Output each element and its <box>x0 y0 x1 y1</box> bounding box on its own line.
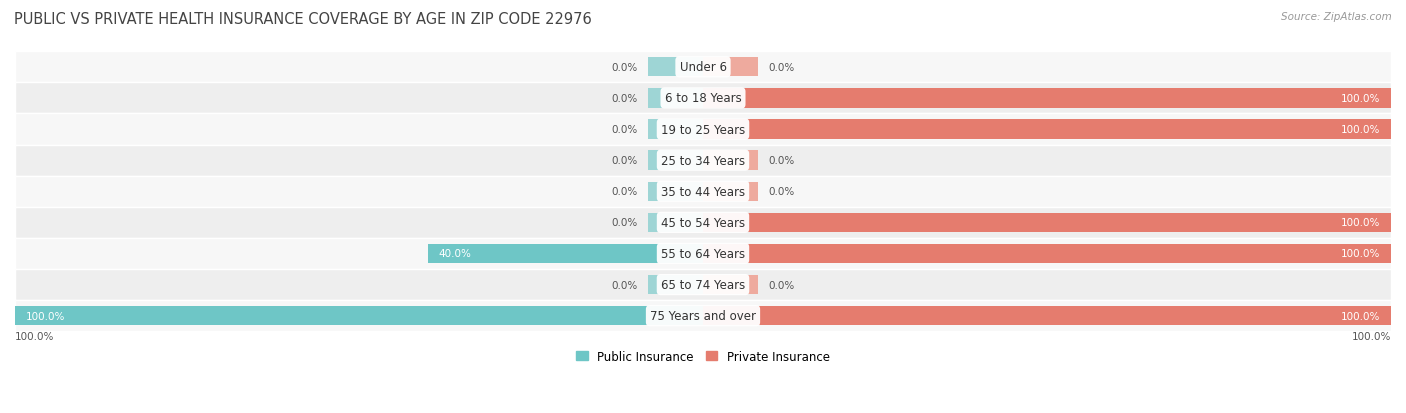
Text: Under 6: Under 6 <box>679 61 727 74</box>
Bar <box>15 207 1391 238</box>
Bar <box>15 176 1391 207</box>
Text: 100.0%: 100.0% <box>1341 218 1381 228</box>
Text: 100.0%: 100.0% <box>1341 94 1381 104</box>
Text: 100.0%: 100.0% <box>1341 125 1381 135</box>
Bar <box>15 114 1391 145</box>
Text: 0.0%: 0.0% <box>768 280 794 290</box>
Text: 100.0%: 100.0% <box>1341 311 1381 321</box>
Bar <box>648 58 703 77</box>
Bar <box>15 306 703 325</box>
Bar <box>703 213 1391 233</box>
Text: 0.0%: 0.0% <box>768 63 794 73</box>
Text: 6 to 18 Years: 6 to 18 Years <box>665 92 741 105</box>
Bar <box>703 151 758 171</box>
Text: 19 to 25 Years: 19 to 25 Years <box>661 123 745 136</box>
Text: 100.0%: 100.0% <box>25 311 65 321</box>
Text: 55 to 64 Years: 55 to 64 Years <box>661 247 745 260</box>
Bar <box>703 306 1391 325</box>
Text: 0.0%: 0.0% <box>612 94 638 104</box>
Text: Source: ZipAtlas.com: Source: ZipAtlas.com <box>1281 12 1392 22</box>
Bar <box>15 145 1391 176</box>
Bar <box>15 238 1391 269</box>
Text: 0.0%: 0.0% <box>612 187 638 197</box>
Text: 0.0%: 0.0% <box>612 125 638 135</box>
Bar <box>15 52 1391 83</box>
Text: 0.0%: 0.0% <box>612 63 638 73</box>
Text: 0.0%: 0.0% <box>768 156 794 166</box>
Bar <box>648 120 703 139</box>
Text: 100.0%: 100.0% <box>15 332 55 342</box>
Text: 0.0%: 0.0% <box>768 187 794 197</box>
Text: 40.0%: 40.0% <box>439 249 471 259</box>
Text: 100.0%: 100.0% <box>1341 249 1381 259</box>
Bar <box>15 300 1391 332</box>
Bar <box>703 182 758 202</box>
Text: 65 to 74 Years: 65 to 74 Years <box>661 278 745 292</box>
Text: 25 to 34 Years: 25 to 34 Years <box>661 154 745 167</box>
Bar <box>703 120 1391 139</box>
Text: 35 to 44 Years: 35 to 44 Years <box>661 185 745 198</box>
Bar <box>703 275 758 294</box>
Bar <box>648 213 703 233</box>
Text: 100.0%: 100.0% <box>1351 332 1391 342</box>
Legend: Public Insurance, Private Insurance: Public Insurance, Private Insurance <box>571 345 835 368</box>
Bar <box>648 182 703 202</box>
Text: 0.0%: 0.0% <box>612 218 638 228</box>
Bar <box>15 83 1391 114</box>
Bar <box>427 244 703 263</box>
Bar <box>703 244 1391 263</box>
Text: 0.0%: 0.0% <box>612 280 638 290</box>
Bar <box>648 89 703 108</box>
Text: 45 to 54 Years: 45 to 54 Years <box>661 216 745 229</box>
Bar <box>703 58 758 77</box>
Bar <box>15 269 1391 300</box>
Bar <box>648 151 703 171</box>
Text: PUBLIC VS PRIVATE HEALTH INSURANCE COVERAGE BY AGE IN ZIP CODE 22976: PUBLIC VS PRIVATE HEALTH INSURANCE COVER… <box>14 12 592 27</box>
Bar <box>703 89 1391 108</box>
Text: 0.0%: 0.0% <box>612 156 638 166</box>
Text: 75 Years and over: 75 Years and over <box>650 309 756 323</box>
Bar <box>648 275 703 294</box>
